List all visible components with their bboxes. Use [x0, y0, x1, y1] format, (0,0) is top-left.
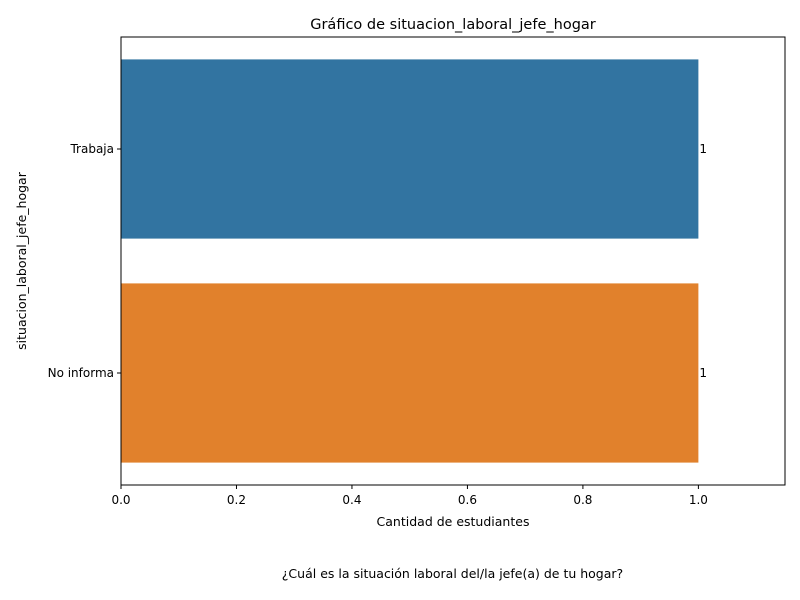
y-tick-label-0: Trabaja — [69, 142, 114, 156]
x-tick-label-2: 0.4 — [342, 493, 361, 507]
x-tick-label-4: 0.8 — [573, 493, 592, 507]
y-tick-label-1: No informa — [48, 366, 114, 380]
bar-1 — [121, 283, 699, 463]
x-tick-label-5: 1.0 — [689, 493, 708, 507]
x-tick-label-3: 0.6 — [458, 493, 477, 507]
bar-value-label-0: 1 — [699, 142, 707, 156]
bar-value-label-1: 1 — [699, 366, 707, 380]
bar-0 — [121, 59, 699, 239]
x-axis-label: Cantidad de estudiantes — [377, 514, 530, 529]
x-tick-label-0: 0.0 — [111, 493, 130, 507]
y-axis-label: situacion_laboral_jefe_hogar — [14, 171, 29, 350]
x-tick-label-1: 0.2 — [227, 493, 246, 507]
chart-title: Gráfico de situacion_laboral_jefe_hogar — [310, 17, 596, 33]
plot-area — [120, 36, 786, 486]
figure-caption: ¿Cuál es la situación laboral del/la jef… — [281, 566, 624, 581]
